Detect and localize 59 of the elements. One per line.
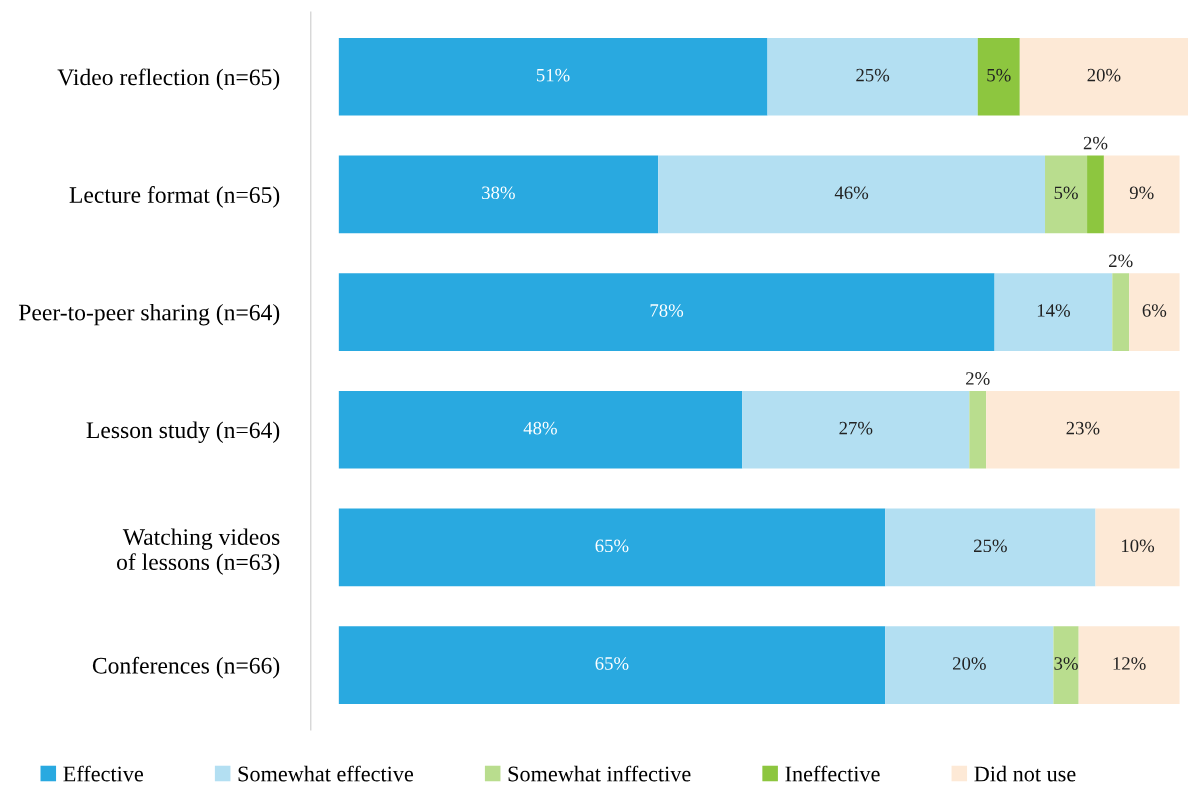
legend-label: Somewhat effective — [238, 765, 414, 782]
bar — [742, 390, 970, 469]
data-label: 5% — [1054, 186, 1078, 200]
bar — [1095, 508, 1180, 587]
bar — [1019, 37, 1188, 116]
bar — [1053, 626, 1079, 704]
bar — [994, 273, 1113, 351]
data-label: 27% — [839, 421, 873, 435]
data-label: 2% — [1083, 136, 1108, 150]
y-tick-label: Lecture format (n=65) — [69, 186, 280, 208]
data-label: 12% — [1113, 657, 1146, 670]
data-label: 10% — [1122, 539, 1155, 553]
data-label: 2% — [1109, 254, 1133, 268]
legend-label: Did not use — [974, 765, 1076, 782]
bar — [1045, 155, 1088, 234]
bar — [1129, 273, 1180, 351]
legend-label: Somewhat inffective — [508, 765, 691, 782]
data-label: 25% — [856, 68, 890, 82]
data-label: 25% — [974, 539, 1007, 553]
y-tick-label: Peer-to-peer sharing (n=64) — [18, 303, 280, 326]
data-label: 48% — [523, 421, 557, 435]
y-tick-label: Watching videos of lessons (n=63) — [117, 528, 280, 575]
bar — [338, 390, 743, 469]
bar — [969, 390, 987, 469]
data-label: 78% — [650, 304, 684, 317]
bar — [1112, 273, 1130, 351]
data-label: 23% — [1066, 421, 1100, 435]
bar — [338, 508, 886, 587]
bar — [767, 37, 978, 116]
bar — [338, 155, 659, 234]
data-label: 20% — [1087, 68, 1121, 82]
data-label: 38% — [482, 186, 515, 200]
bar — [338, 37, 768, 116]
bar — [986, 390, 1180, 469]
bar — [977, 37, 1020, 116]
bar — [1087, 155, 1104, 234]
data-label: 14% — [1037, 304, 1070, 317]
y-tick-label: Video reflection (n=65) — [57, 68, 280, 91]
data-label: 9% — [1129, 186, 1154, 200]
bar — [338, 273, 995, 351]
data-label: 2% — [966, 372, 990, 385]
data-label: 46% — [834, 186, 869, 200]
legend-label: Effective — [63, 765, 143, 782]
data-label: 65% — [595, 539, 629, 553]
data-label: 20% — [952, 657, 986, 670]
legend-label: Ineffective — [785, 765, 880, 782]
bar — [885, 508, 1096, 587]
data-label: 5% — [987, 68, 1011, 82]
y-tick-label: Lesson study (n=64) — [86, 421, 280, 444]
data-label: 3% — [1054, 657, 1078, 670]
data-label: 6% — [1142, 304, 1167, 317]
data-label: 51% — [536, 68, 570, 82]
bar — [338, 626, 886, 704]
data-label: 65% — [595, 657, 629, 670]
bar — [1103, 155, 1180, 234]
y-tick-label: Conferences (n=66) — [92, 656, 280, 679]
bar — [885, 626, 1054, 704]
bar — [658, 155, 1046, 234]
bar — [1078, 626, 1180, 704]
